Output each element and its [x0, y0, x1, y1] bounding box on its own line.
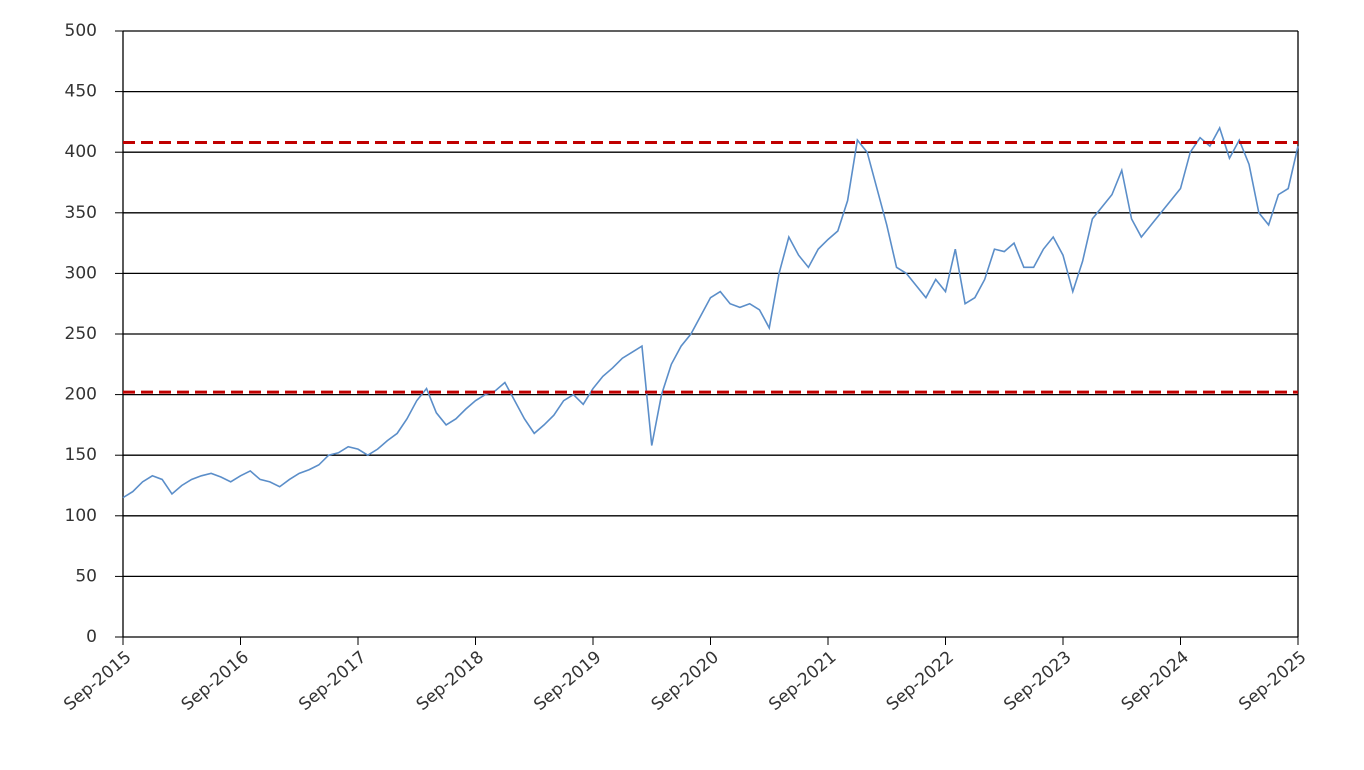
- y-tick-label: 200: [65, 385, 97, 405]
- x-tick-label: Sep-2025: [1235, 647, 1310, 715]
- y-tick-label: 250: [65, 324, 97, 344]
- x-tick-label: Sep-2020: [648, 647, 723, 715]
- y-tick-label: 400: [65, 142, 97, 162]
- x-tick-label: Sep-2024: [1118, 647, 1193, 715]
- y-tick-label: 50: [75, 566, 97, 586]
- x-tick-label: Sep-2022: [883, 647, 958, 715]
- data-line: [122, 125, 1299, 499]
- x-tick-label: Sep-2019: [530, 647, 605, 715]
- x-tick-label: Sep-2015: [60, 647, 135, 715]
- x-tick-label: Sep-2016: [178, 647, 253, 715]
- y-tick-label: 300: [65, 263, 97, 283]
- y-tick-label: 0: [86, 627, 97, 647]
- y-tick-label: 450: [65, 82, 97, 102]
- y-tick-label: 150: [65, 445, 97, 465]
- y-tick-label: 350: [65, 203, 97, 223]
- x-tick-label: Sep-2021: [765, 647, 840, 715]
- x-tick-label: Sep-2023: [1000, 647, 1075, 715]
- y-tick-label: 500: [65, 21, 97, 41]
- x-tick-label: Sep-2018: [413, 647, 488, 715]
- y-tick-label: 100: [65, 506, 97, 526]
- x-tick-label: Sep-2017: [295, 647, 370, 715]
